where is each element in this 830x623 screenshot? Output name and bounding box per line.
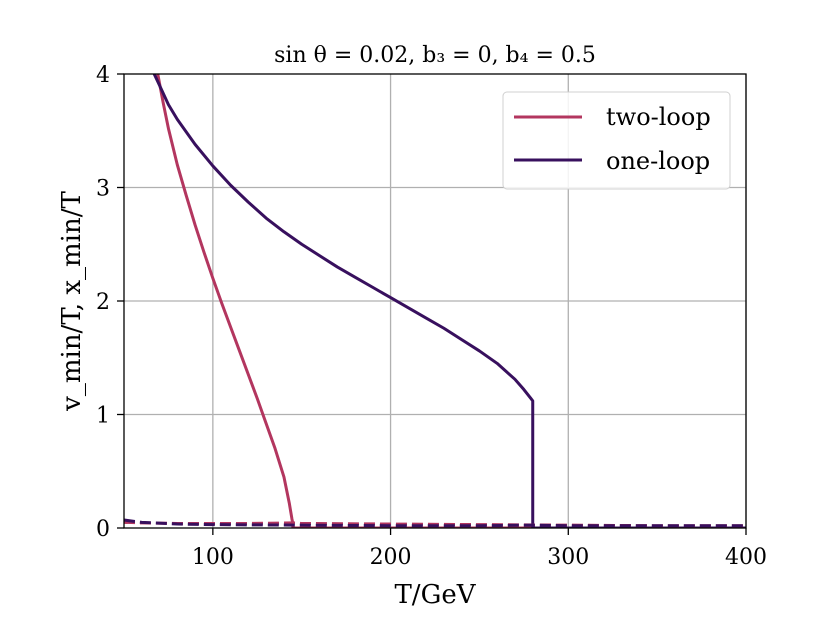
x-tick-label: 300 <box>547 545 589 570</box>
x-axis-title: T/GeV <box>394 580 476 610</box>
legend: two-loop one-loop <box>502 91 731 190</box>
y-tick-label: 4 <box>96 63 110 88</box>
chart-title: sin θ = 0.02, b₃ = 0, b₄ = 0.5 <box>274 43 596 68</box>
series-layer <box>124 74 746 528</box>
series-two-loop-v-min-t <box>156 74 746 528</box>
x-tick-label: 100 <box>192 545 234 570</box>
series-one-loop-x-min-t <box>124 518 746 528</box>
ticks: 100 200 300 400 0 1 2 3 4 <box>96 63 767 570</box>
y-tick-label: 3 <box>96 177 110 202</box>
y-axis-title: v_min/T, x_min/T <box>57 191 87 412</box>
x-tick-label: 400 <box>725 545 767 570</box>
legend-label-two-loop: two-loop <box>606 103 711 131</box>
y-tick-label: 1 <box>96 404 110 429</box>
legend-label-one-loop: one-loop <box>606 147 710 175</box>
y-tick-label: 0 <box>96 517 110 542</box>
series-one-loop-v-min-t <box>152 74 746 528</box>
y-tick-label: 2 <box>96 290 110 315</box>
x-tick-label: 200 <box>370 545 412 570</box>
